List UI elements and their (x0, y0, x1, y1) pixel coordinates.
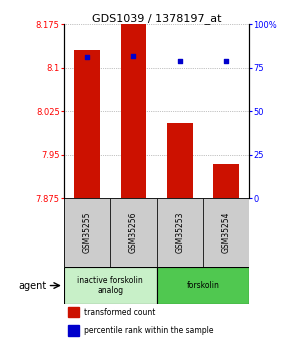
Text: transformed count: transformed count (84, 307, 156, 317)
Title: GDS1039 / 1378197_at: GDS1039 / 1378197_at (92, 13, 221, 24)
Bar (74, 50, 100, 198)
Bar (213, 164, 239, 198)
Text: GSM35256: GSM35256 (129, 212, 138, 253)
Bar (68, 307, 79, 317)
FancyBboxPatch shape (110, 198, 157, 267)
Point (131, 53, 136, 58)
FancyBboxPatch shape (157, 267, 249, 304)
Text: percentile rank within the sample: percentile rank within the sample (84, 326, 214, 335)
Text: GSM35254: GSM35254 (222, 212, 231, 253)
FancyBboxPatch shape (157, 198, 203, 267)
Point (85, 55, 89, 60)
Bar (121, 24, 146, 198)
Text: GSM35255: GSM35255 (82, 212, 92, 253)
Point (177, 58, 182, 63)
FancyBboxPatch shape (203, 198, 249, 267)
Point (224, 58, 229, 63)
Text: agent: agent (18, 280, 47, 290)
Bar (68, 325, 79, 336)
Text: forskolin: forskolin (186, 281, 220, 290)
Text: inactive forskolin
analog: inactive forskolin analog (77, 276, 143, 295)
FancyBboxPatch shape (64, 267, 157, 304)
Text: GSM35253: GSM35253 (175, 212, 184, 253)
Bar (167, 123, 193, 198)
FancyBboxPatch shape (64, 198, 110, 267)
